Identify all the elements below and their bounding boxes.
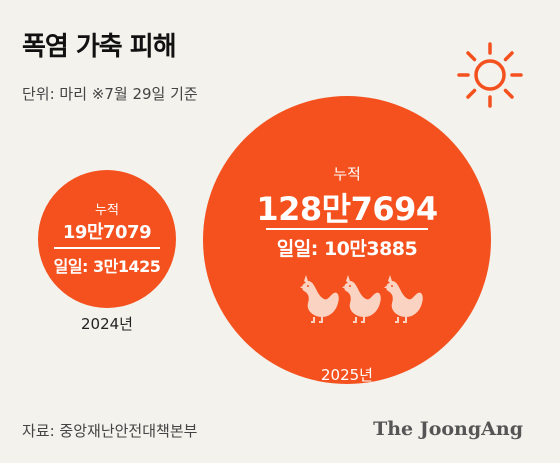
- chicken-icon: [341, 274, 382, 323]
- bubble-2024: 누적 19만7079 일일: 3만1425: [38, 170, 176, 308]
- chicken-icon: [383, 274, 424, 323]
- year-label-2024: 2024년: [81, 315, 133, 333]
- source-note: 자료: 중앙재난안전대책본부: [22, 422, 198, 440]
- daily-value-2024: 3만1425: [93, 257, 161, 276]
- divider-2025: [266, 228, 428, 230]
- cumulative-value-2025: 128만7694: [256, 190, 438, 228]
- bubble-2025: 누적 128만7694 일일: 10만3885 2025년: [203, 96, 491, 384]
- divider-2024: [54, 247, 160, 249]
- year-label-2025: 2025년: [321, 366, 373, 384]
- cumulative-label-2024: 누적: [95, 203, 119, 218]
- daily-2025: 일일: 10만3885: [203, 234, 491, 261]
- chart-title: 폭염 가축 피해: [22, 32, 177, 62]
- brand-logo: The JoongAng: [373, 418, 523, 440]
- sun-icon: [457, 42, 523, 108]
- unit-note: 단위: 마리 ※7월 29일 기준: [22, 85, 198, 103]
- cumulative-value-2024: 19만7079: [62, 222, 152, 243]
- cumulative-label-2025: 누적: [333, 165, 361, 183]
- daily-label-2024: 일일:: [53, 257, 89, 276]
- chicken-icons: [299, 274, 424, 323]
- daily-value-2025: 10만3885: [323, 238, 418, 260]
- chicken-icon: [299, 274, 340, 323]
- daily-label-2025: 일일:: [276, 238, 319, 260]
- daily-2024: 일일: 3만1425: [38, 253, 176, 277]
